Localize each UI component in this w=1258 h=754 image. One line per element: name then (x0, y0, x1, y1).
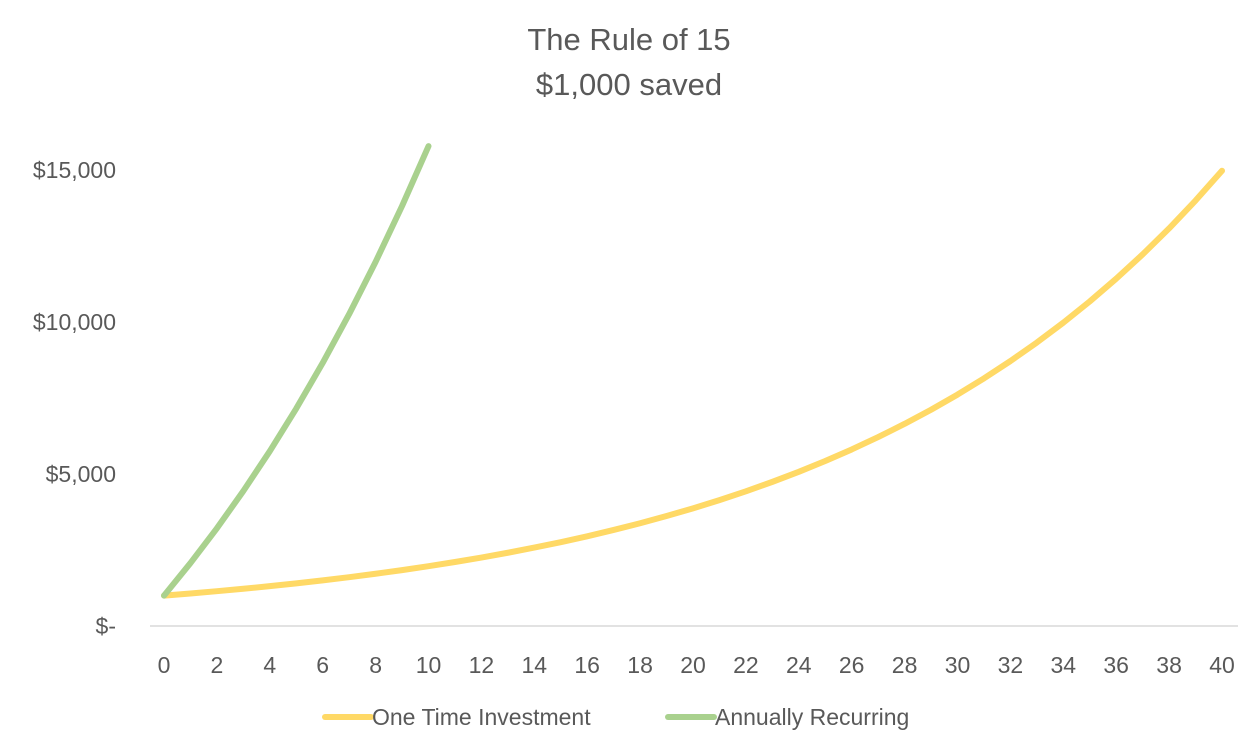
chart-subtitle-text: $1,000 saved (536, 67, 722, 102)
x-tick-label: 0 (158, 652, 171, 678)
x-tick-label: 6 (316, 652, 329, 678)
chart-title-text: The Rule of 15 (527, 22, 730, 57)
x-tick-label: 24 (786, 652, 812, 678)
legend-item: One Time Investment (322, 704, 591, 730)
x-tick-label: 26 (839, 652, 865, 678)
x-tick-label: 32 (998, 652, 1024, 678)
x-tick-label: 40 (1209, 652, 1235, 678)
legend-label: Annually Recurring (715, 704, 909, 730)
x-tick-label: 18 (627, 652, 653, 678)
y-tick-label: $- (96, 613, 116, 639)
x-axis-tick-labels: 0 2 4 6 8 10 12 14 16 18 20 22 24 26 28 30 32 34 36 38 40 (158, 652, 1235, 678)
series-line-annually-recurring (161, 143, 432, 599)
x-tick-label: 20 (680, 652, 706, 678)
x-tick-label: 4 (263, 652, 276, 678)
x-tick-label: 8 (369, 652, 382, 678)
x-tick-label: 38 (1156, 652, 1182, 678)
y-tick-label: $15,000 (33, 157, 116, 183)
y-axis-tick-labels: $- $5,000 $10,000 $15,000 (33, 157, 116, 639)
chart-title: The Rule of 15 $1,000 saved (527, 22, 730, 102)
x-tick-label: 14 (522, 652, 548, 678)
x-tick-label: 28 (892, 652, 918, 678)
legend-item: Annually Recurring (665, 704, 909, 730)
y-tick-label: $5,000 (46, 461, 116, 487)
x-tick-label: 16 (574, 652, 600, 678)
legend-label: One Time Investment (372, 704, 591, 730)
x-tick-label: 30 (945, 652, 971, 678)
y-tick-label: $10,000 (33, 309, 116, 335)
x-tick-label: 22 (733, 652, 759, 678)
series-lines (161, 143, 1225, 599)
x-tick-label: 36 (1103, 652, 1129, 678)
legend: One Time Investment Annually Recurring (322, 704, 909, 730)
x-tick-label: 12 (469, 652, 495, 678)
x-tick-label: 2 (211, 652, 224, 678)
series-line-one-time-investment (161, 167, 1225, 599)
x-tick-label: 10 (416, 652, 442, 678)
x-tick-label: 34 (1051, 652, 1077, 678)
